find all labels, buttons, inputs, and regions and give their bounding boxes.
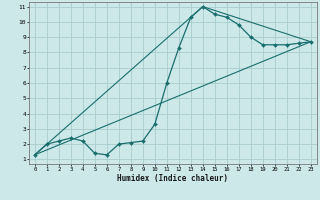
X-axis label: Humidex (Indice chaleur): Humidex (Indice chaleur)	[117, 174, 228, 183]
